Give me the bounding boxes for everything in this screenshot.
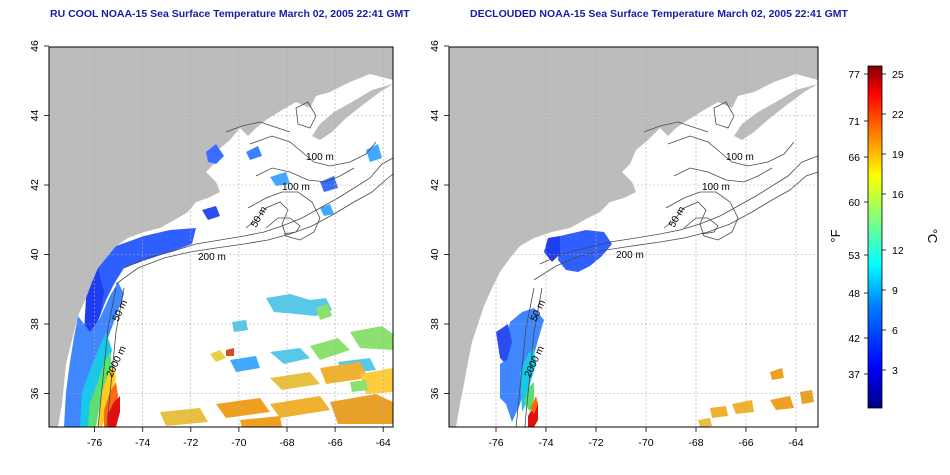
x-tick-label: -76 — [488, 437, 503, 449]
map-grid — [49, 47, 393, 427]
colorbar-gradient — [867, 65, 883, 409]
fahrenheit-tick: 42 — [848, 333, 860, 345]
sst-pixels — [496, 230, 814, 427]
x-tick-label: -68 — [279, 437, 294, 449]
y-tick-label: 38 — [429, 318, 441, 330]
celsius-tick: 19 — [892, 149, 904, 161]
x-tick-label: -72 — [588, 437, 603, 449]
x-tick-label: -66 — [328, 437, 343, 449]
fahrenheit-tick: 48 — [848, 288, 860, 300]
x-tick-label: -70 — [638, 437, 653, 449]
x-tick-label: -64 — [788, 437, 803, 449]
contour-label-200m: 200 m — [198, 252, 226, 263]
y-tick-label: 42 — [429, 179, 441, 191]
y-tick-label: 44 — [429, 110, 441, 122]
contour-label-100m: 100 m — [282, 182, 310, 193]
y-tick-label: 38 — [29, 318, 41, 330]
contour-label-100m: 100 m — [726, 152, 754, 163]
x-tick-label: -66 — [738, 437, 753, 449]
fahrenheit-tick: 60 — [848, 197, 860, 209]
fahrenheit-unit-label: °F — [828, 229, 843, 242]
y-tick-label: 40 — [429, 249, 441, 261]
nova-scotia — [312, 84, 393, 140]
x-tick-label: -74 — [135, 437, 150, 449]
left-map-title: RU COOL NOAA-15 Sea Surface Temperature … — [50, 8, 410, 20]
x-tick-label: -72 — [183, 437, 198, 449]
map-grid — [449, 47, 818, 427]
x-tick-label: -70 — [231, 437, 246, 449]
y-tick-label: 46 — [29, 40, 41, 52]
y-tick-label: 36 — [429, 388, 441, 400]
y-tick-label: 44 — [29, 110, 41, 122]
right-map-y-axis: 46 44 42 40 38 36 — [429, 40, 441, 400]
celsius-tick: 25 — [892, 69, 904, 81]
y-tick-label: 40 — [29, 249, 41, 261]
celsius-tick: 22 — [892, 109, 904, 121]
nova-scotia — [734, 84, 818, 140]
sst-pixels — [64, 144, 393, 427]
x-tick-label: -74 — [538, 437, 553, 449]
celsius-tick: 16 — [892, 189, 904, 201]
y-tick-label: 42 — [29, 179, 41, 191]
land-mass — [449, 47, 818, 427]
right-sst-map: 100 m 100 m 50 m 200 m 50 m 2000 m -76 -… — [444, 45, 819, 449]
fahrenheit-tick: 53 — [848, 250, 860, 262]
fahrenheit-tick: 71 — [848, 116, 860, 128]
bathymetry-contours — [97, 101, 393, 427]
land-mass — [49, 47, 393, 427]
x-tick-label: -76 — [87, 437, 102, 449]
contour-label-100m: 100 m — [306, 152, 334, 163]
celsius-unit-label: °C — [925, 229, 940, 244]
right-map-title: DECLOUDED NOAA-15 Sea Surface Temperatur… — [470, 8, 848, 20]
celsius-tick: 9 — [892, 285, 898, 297]
contour-label-200m: 200 m — [616, 250, 644, 261]
fahrenheit-tick: 77 — [848, 69, 860, 81]
x-tick-label: -68 — [688, 437, 703, 449]
celsius-tick: 12 — [892, 245, 904, 257]
map-frame — [448, 46, 819, 428]
y-tick-label: 36 — [29, 388, 41, 400]
celsius-tick: 6 — [892, 325, 898, 337]
temperature-colorbar: 77 71 66 60 53 48 42 37 25 22 19 16 12 9… — [828, 65, 940, 409]
x-tick-label: -64 — [376, 437, 391, 449]
map-frame — [48, 46, 394, 428]
left-sst-map: 100 m 100 m 50 m 200 m 50 m 2000 m -76 -… — [29, 40, 394, 449]
fahrenheit-tick: 37 — [848, 369, 860, 381]
fahrenheit-tick: 66 — [848, 152, 860, 164]
celsius-tick: 3 — [892, 365, 898, 377]
contour-label-100m: 100 m — [702, 182, 730, 193]
y-tick-label: 46 — [429, 40, 441, 52]
